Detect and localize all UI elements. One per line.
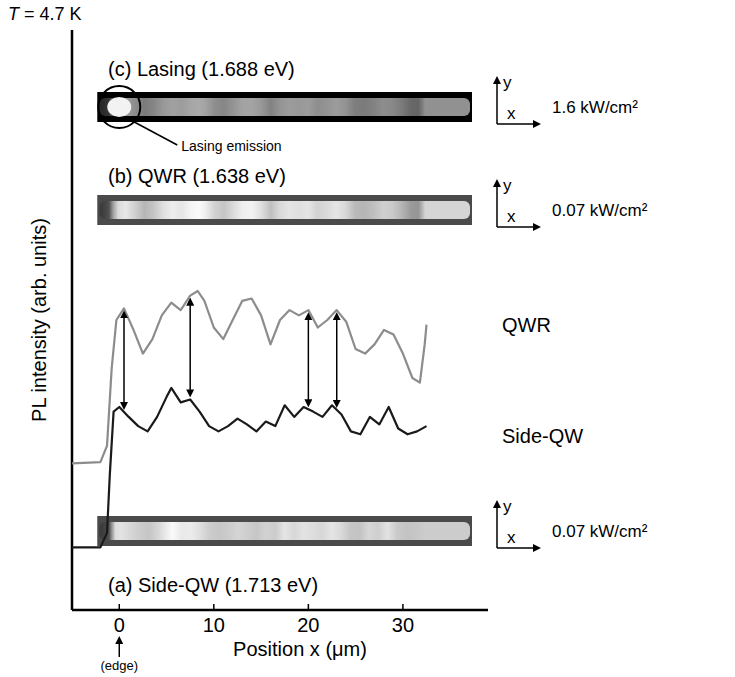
image-strip — [99, 522, 470, 540]
x-tick-label: 30 — [392, 614, 414, 636]
lasing-leader — [134, 122, 177, 145]
image-background — [97, 516, 472, 546]
x-tick — [213, 604, 215, 610]
correspondence-arrow — [336, 316, 338, 404]
image-strip — [99, 98, 470, 116]
panel-label: (b) QWR (1.638 eV) — [108, 165, 286, 187]
power-label: 0.07 kW/cm² — [552, 522, 648, 541]
edge-arrow — [119, 640, 121, 657]
profile-line — [72, 291, 427, 463]
series-label: Side-QW — [502, 425, 583, 447]
power-label: 0.07 kW/cm² — [552, 201, 648, 220]
image-strip — [99, 201, 470, 219]
x-axis-title: Position x (μm) — [233, 638, 367, 660]
power-label: 1.6 kW/cm² — [552, 98, 638, 117]
image-x-label: x — [507, 104, 516, 123]
x-tick — [308, 604, 310, 610]
panel-label: (c) Lasing (1.688 eV) — [108, 58, 295, 80]
x-tick — [402, 604, 404, 610]
x-tick-label: 20 — [297, 614, 319, 636]
panel-label: (a) Side-QW (1.713 eV) — [108, 574, 318, 596]
correspondence-arrow — [123, 314, 125, 406]
image-y-label: y — [503, 176, 512, 195]
image-y-arrow — [496, 183, 498, 227]
temperature-rest: = 4.7 K — [19, 4, 82, 24]
image-background — [97, 92, 472, 122]
lasing-circle — [98, 86, 140, 128]
image-background — [97, 195, 472, 225]
y-axis — [71, 30, 74, 610]
image-x-arrow — [497, 547, 537, 549]
correspondence-arrow — [308, 316, 310, 403]
plot-area — [72, 291, 427, 547]
profile-line — [72, 388, 427, 548]
series-label: QWR — [502, 314, 551, 336]
image-x-arrow — [497, 226, 537, 228]
image-x-arrow — [497, 123, 537, 125]
lasing-note: Lasing emission — [181, 138, 281, 154]
x-tick-label: 0 — [114, 614, 125, 636]
image-x-label: x — [507, 528, 516, 547]
lasing-spot — [107, 97, 131, 117]
image-y-label: y — [503, 497, 512, 516]
image-y-arrow — [496, 504, 498, 548]
edge-label: (edge) — [100, 658, 138, 673]
y-axis-title: PL intensity (arb. units) — [28, 218, 50, 422]
figure: T = 4.7 K 0 10 20 30 Position x (μm) PL intens… — [0, 0, 735, 677]
correspondence-arrow — [189, 302, 191, 394]
x-tick-label: 10 — [203, 614, 225, 636]
image-y-label: y — [503, 73, 512, 92]
image-y-arrow — [496, 80, 498, 124]
x-tick — [119, 604, 121, 610]
temperature: T = 4.7 K — [8, 4, 82, 24]
image-x-label: x — [507, 207, 516, 226]
x-axis — [72, 609, 488, 612]
